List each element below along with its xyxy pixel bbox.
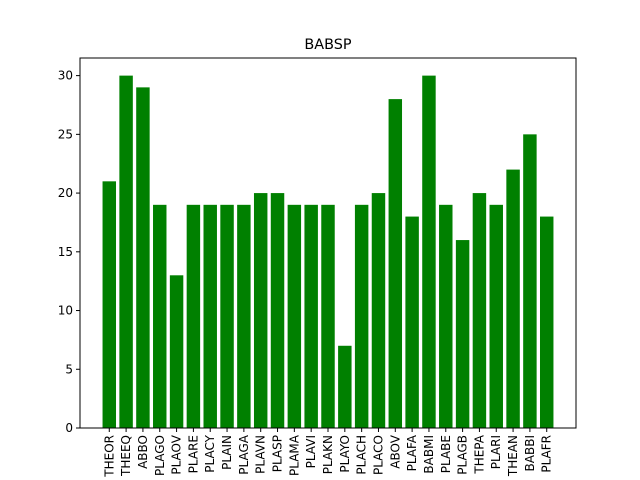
bar-thean	[506, 169, 520, 429]
x-tick-label: PLAOV	[170, 434, 184, 474]
y-tick-label: 25	[58, 127, 73, 141]
x-tick-label: PLAMA	[287, 434, 301, 476]
y-tick-label: 30	[58, 69, 73, 83]
x-tick-label: PLABE	[439, 435, 453, 473]
x-tick-label: PLAGO	[153, 435, 167, 476]
x-tick-label: PLARE	[186, 435, 200, 473]
x-tick-label: PLAKN	[321, 435, 335, 474]
bar-placy	[203, 204, 217, 428]
bar-abov	[388, 99, 403, 428]
x-tick-label: PLACH	[355, 435, 369, 475]
x-tick-label: THEEQ	[119, 435, 133, 477]
x-tick-label: PLAIN	[220, 435, 234, 470]
bar-plain	[220, 204, 234, 428]
y-axis: 0 5 10 15 20 25 30	[58, 69, 80, 435]
x-tick-label: PLAVN	[254, 435, 268, 474]
x-tick-label: THEAN	[506, 435, 520, 477]
bar-plaga	[237, 204, 251, 428]
y-tick-label: 10	[58, 304, 73, 318]
bar-playo	[338, 345, 352, 428]
x-tick-label: THEOR	[102, 435, 116, 478]
x-tick-label: BABMI	[422, 435, 436, 474]
bar-theeq	[119, 75, 133, 428]
bar-theor	[102, 181, 117, 428]
x-tick-label: PLAYO	[338, 435, 352, 473]
x-tick-label: PLAGA	[237, 434, 251, 474]
x-tick-label: ABBO	[136, 435, 150, 469]
y-tick-label: 20	[58, 186, 73, 200]
bar-plavi	[304, 204, 318, 428]
bar-plagb	[455, 240, 470, 428]
x-axis: THEOR THEEQ ABBO PLAGO PLAOV PLARE PLACY PLAIN P…	[102, 428, 554, 478]
x-tick-label: PLAVI	[304, 435, 318, 468]
bar-plakn	[321, 204, 335, 428]
y-tick-label: 15	[58, 245, 73, 259]
plot-frame	[79, 57, 577, 429]
bar-abbo	[136, 87, 150, 428]
bar-plafa	[405, 216, 419, 428]
x-tick-label: PLAFA	[405, 434, 419, 471]
bars-group	[102, 75, 554, 429]
bar-babmi	[422, 75, 436, 428]
bar-placo	[371, 193, 386, 428]
x-tick-label: THEPA	[472, 434, 486, 474]
bar-plare	[186, 204, 201, 428]
bar-plaov	[169, 275, 184, 428]
bar-plach	[354, 204, 369, 428]
x-tick-label: PLASP	[271, 435, 285, 472]
chart-title: BABSP	[304, 37, 351, 53]
bar-plari	[489, 204, 503, 428]
bar-thepa	[472, 193, 487, 428]
y-tick-label: 5	[65, 362, 73, 376]
bar-plabe	[439, 204, 453, 428]
x-tick-label: PLAGB	[456, 435, 470, 475]
x-tick-label: ABOV	[388, 434, 402, 468]
x-tick-label: BABBI	[523, 435, 537, 471]
bar-plavn	[253, 193, 268, 428]
bar-plago	[153, 204, 167, 428]
x-tick-label: PLACO	[371, 435, 385, 475]
x-tick-label: PLAFR	[540, 435, 554, 473]
bar-babbi	[523, 134, 537, 428]
x-tick-label: PLARI	[489, 435, 503, 469]
bar-plama	[287, 204, 302, 428]
x-tick-label: PLACY	[203, 434, 217, 472]
bar-plafr	[539, 216, 554, 428]
y-tick-label: 0	[65, 421, 73, 435]
bar-plasp	[270, 193, 285, 428]
